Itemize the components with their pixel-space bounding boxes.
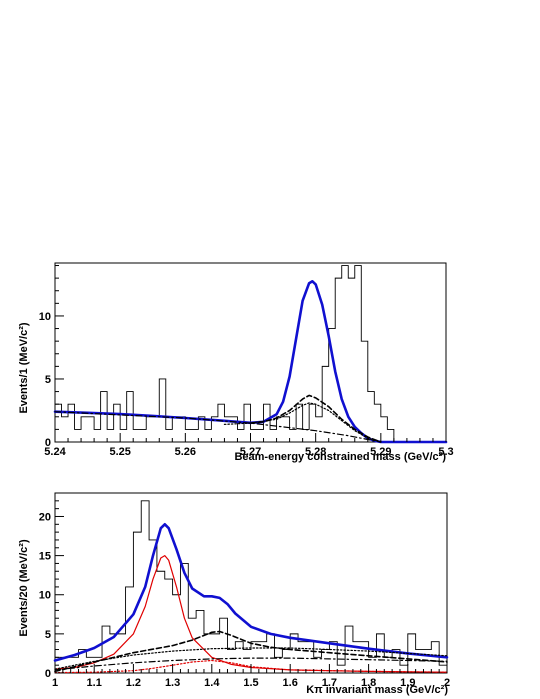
- bottom-x-tick-label: 1.5: [243, 677, 258, 689]
- top-y-tick-label: 5: [45, 374, 51, 386]
- bottom-histogram-steps: [55, 500, 447, 666]
- top-x-tick-label: 5.26: [175, 446, 196, 458]
- bottom-y-ticks: 0 5 10 15 20: [39, 492, 64, 680]
- top-x-ticks: 5.24 5.25 5.26 5.27 5.28 5.29 5.3: [44, 433, 454, 458]
- top-fit-curve-dotted-black: [223, 402, 382, 443]
- bottom-x-tick-label: 1: [52, 677, 58, 689]
- bottom-histogram: [55, 500, 447, 666]
- bottom-y-axis-title: Events/20 (MeV/c²): [18, 539, 30, 637]
- top-y-tick-label: 10: [39, 311, 51, 323]
- bottom-y-tick-label: 0: [45, 668, 51, 680]
- bottom-x-tick-label: 1.6: [283, 677, 298, 689]
- top-histogram-steps: [55, 265, 446, 443]
- bottom-x-tick-label: 1.9: [400, 677, 415, 689]
- bottom-x-axis-title: Kπ invariant mass (GeV/c²): [306, 684, 448, 696]
- top-x-tick-label: 5.24: [44, 446, 66, 458]
- bottom-fit-curve-dotted-black: [54, 647, 448, 670]
- top-y-axis-title: Events/1 (MeV/c²): [18, 322, 30, 413]
- bottom-x-tick-label: 1.3: [165, 677, 180, 689]
- bottom-x-tick-label: 1.1: [87, 677, 102, 689]
- bottom-x-tick-label: 1.4: [204, 677, 220, 689]
- top-x-tick-label: 5.25: [109, 446, 130, 458]
- bottom-y-tick-label: 20: [39, 511, 51, 523]
- bottom-y-tick-label: 5: [45, 629, 51, 641]
- bottom-fit-curve-dotted-red: [54, 659, 448, 674]
- top-panel: 5.24 5.25 5.26 5.27 5.28 5.29 5.3 0 5 10 Beam-en…: [18, 262, 454, 463]
- top-y-tick-label: 0: [45, 437, 51, 449]
- bottom-fit-curve-dashdot-black: [54, 657, 448, 671]
- top-x-tick-label: 5.27: [240, 446, 261, 458]
- bottom-y-tick-label: 15: [39, 551, 51, 563]
- bottom-x-tick-label: 1.7: [322, 677, 337, 689]
- bottom-x-tick-label: 1.2: [126, 677, 141, 689]
- bottom-fit-curve-solid-blue: [53, 522, 449, 662]
- bottom-fit-curve-dashed-black: [54, 630, 448, 673]
- bottom-panel: 1 1.1 1.2 1.3 1.4 1.5 1.6 1.7 1.8 1.9 2 0 5 10 15 20 K…: [18, 492, 450, 696]
- bottom-y-tick-label: 10: [39, 590, 51, 602]
- top-fit-curve-dashed-black: [249, 394, 382, 443]
- bottom-x-tick-label: 2: [444, 677, 450, 689]
- top-histogram: [55, 265, 446, 443]
- bottom-x-ticks: 1 1.1 1.2 1.3 1.4 1.5 1.6 1.7 1.8 1.9 2: [52, 664, 450, 689]
- top-y-ticks: 0 5 10: [39, 265, 64, 449]
- top-x-tick-label: 5.28: [305, 446, 326, 458]
- top-fit-curve-dashdot-black: [54, 411, 382, 443]
- top-x-axis-title: Beam-energy constrained mass (GeV/c²): [234, 451, 446, 463]
- top-x-tick-label: 5.3: [438, 446, 453, 458]
- top-x-tick-label: 5.29: [370, 446, 391, 458]
- bottom-x-tick-label: 1.8: [361, 677, 376, 689]
- bottom-fit-curve-solid-red: [54, 554, 448, 673]
- bottom-fit-curves: [53, 522, 449, 674]
- top-fit-curves: [53, 279, 448, 444]
